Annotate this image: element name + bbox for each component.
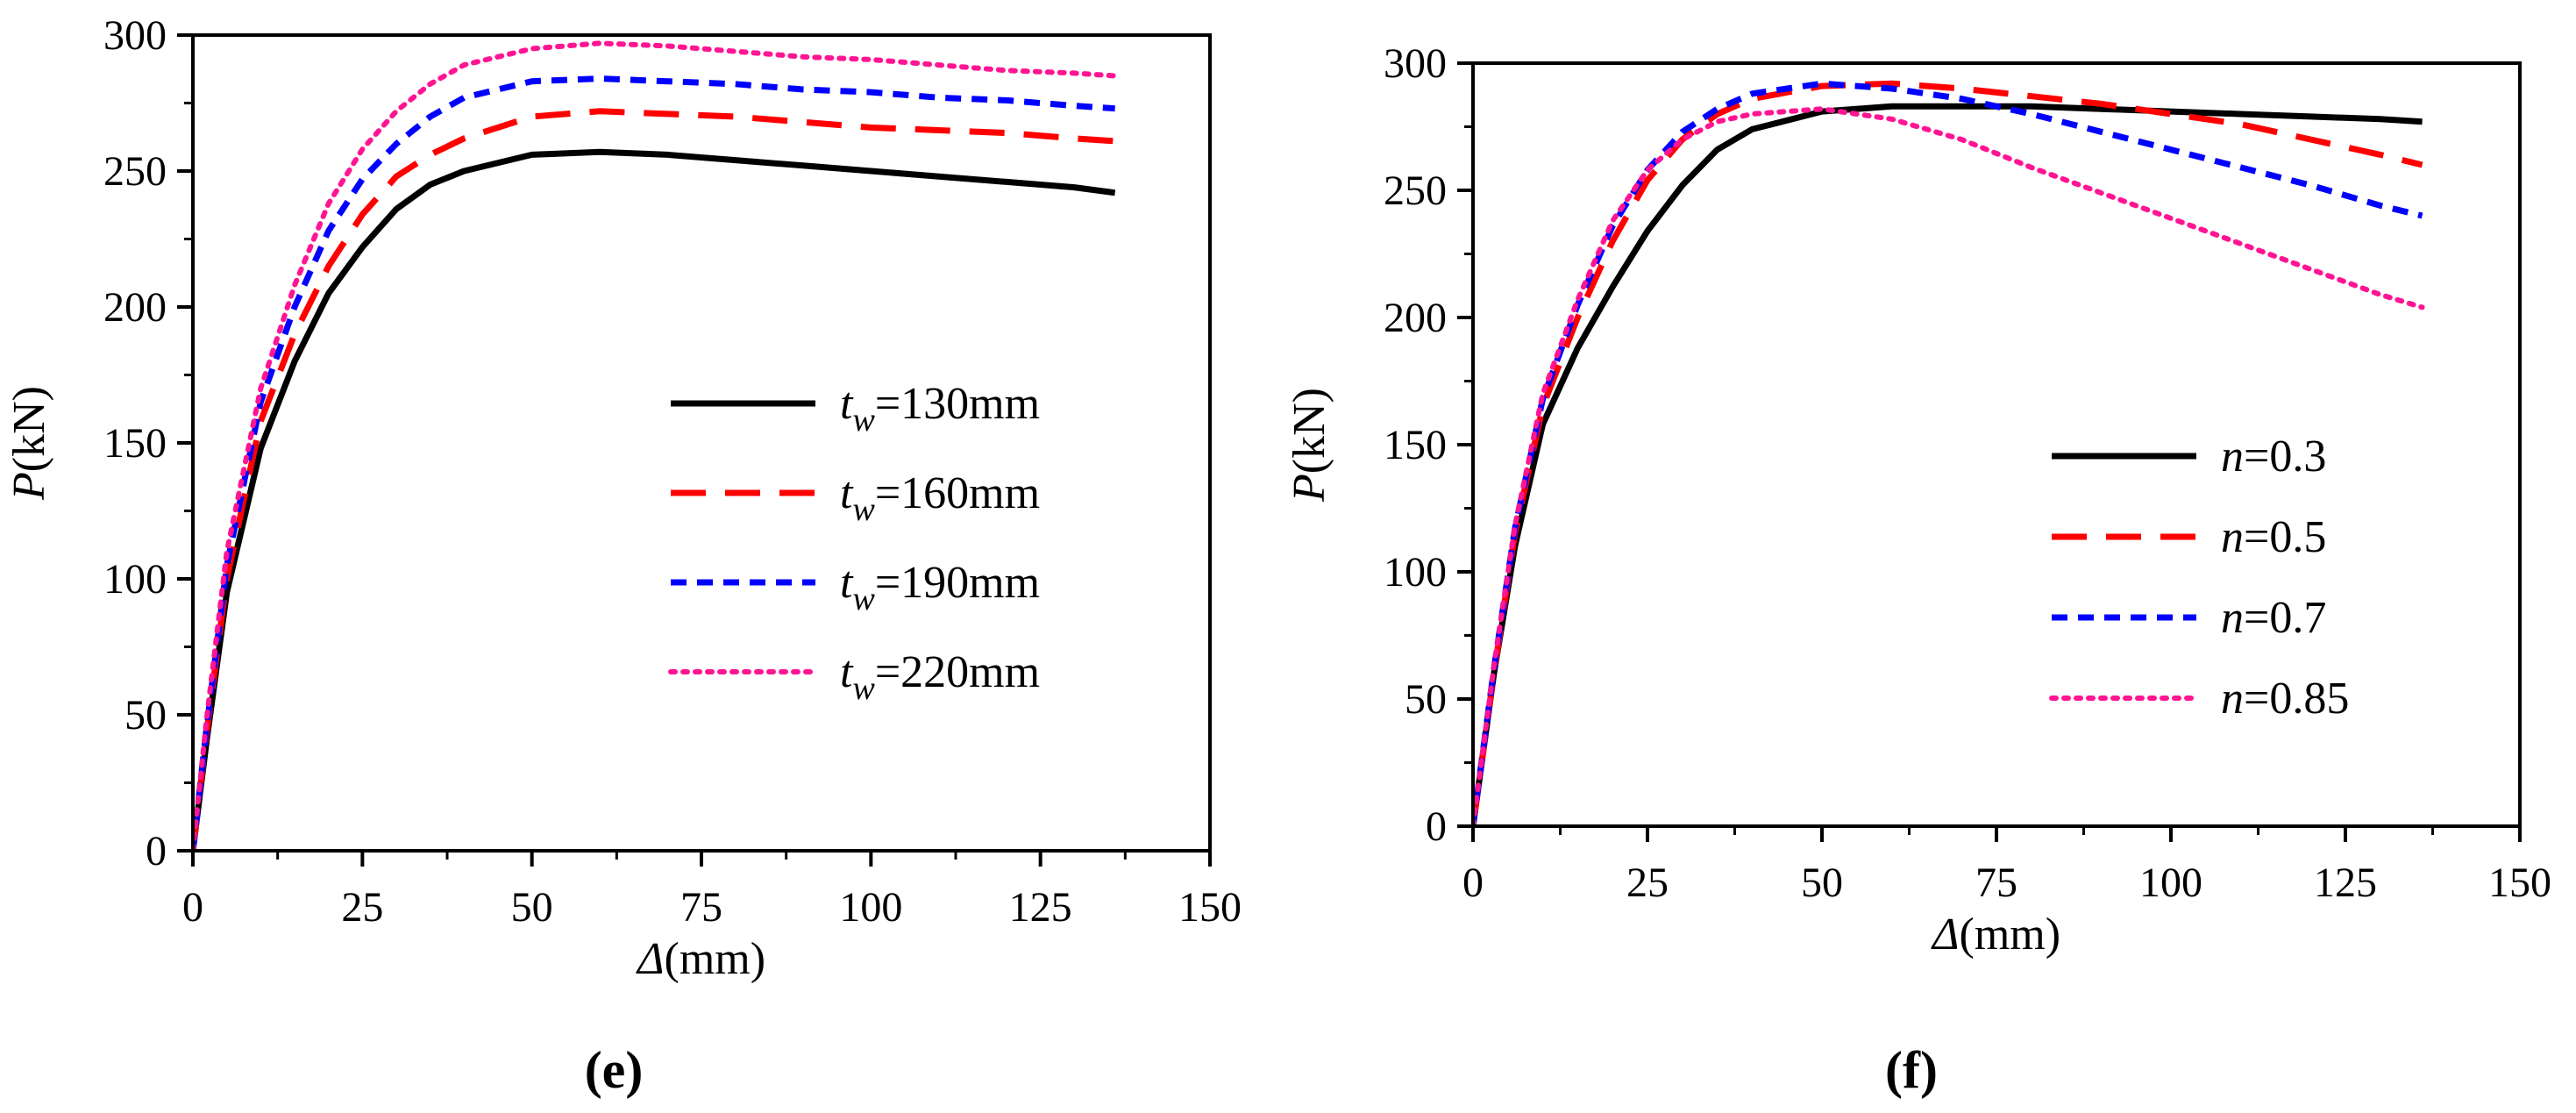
plot-frame <box>1471 61 2522 828</box>
legend-label-2: n=0.5 <box>2221 512 2326 562</box>
legend-label-1: tw=130mm <box>840 379 1040 439</box>
x-tick-label: 50 <box>1801 860 1843 906</box>
x-tick-label: 0 <box>182 884 203 931</box>
series-line-1 <box>193 148 1116 851</box>
chart-panel-e: 0 25 50 75 100 125 150 0 50 100 150 200 250 300 Δ(mm) P… <box>4 12 1242 1099</box>
y-axis-title-group: P(kN) <box>1284 388 1334 503</box>
x-tick-label: 75 <box>680 884 722 931</box>
y-tick-label: 50 <box>125 692 167 738</box>
legend-label-2: tw=160mm <box>840 468 1040 528</box>
legend-label-4: tw=220mm <box>840 647 1040 707</box>
x-tick-label: 25 <box>341 884 383 931</box>
x-axis-title: Δ(mm) <box>1931 910 2060 960</box>
y-tick-label: 0 <box>146 828 167 874</box>
chart-panel-f: 0 25 50 75 100 125 150 0 50 100 150 200 250 300 Δ(mm) P… <box>1284 40 2551 1099</box>
x-tick-label: 150 <box>1178 884 1242 931</box>
legend: tw=130mm tw=160mm tw=190mm tw=220mm <box>668 379 1040 707</box>
x-tick-label: 100 <box>839 884 902 931</box>
x-tick-label: 125 <box>1009 884 1072 931</box>
y-tick-label: 250 <box>1384 168 1447 214</box>
series-line-1 <box>1473 103 2423 826</box>
y-tick-label: 250 <box>103 148 167 195</box>
x-tick-label: 150 <box>2488 860 2551 906</box>
series-line-4 <box>1473 106 2425 826</box>
panel-label: (f) <box>1885 1041 1938 1099</box>
y-tick-label: 100 <box>1384 549 1447 596</box>
y-axis-title-group: P(kN) <box>4 386 54 501</box>
y-tick-label: 150 <box>103 420 167 467</box>
legend: n=0.3 n=0.5 n=0.7 n=0.85 <box>2049 432 2349 724</box>
x-tick-label: 0 <box>1462 860 1484 906</box>
legend-label-4: n=0.85 <box>2221 674 2349 724</box>
x-tick-label: 25 <box>1626 860 1669 906</box>
y-tick-label: 100 <box>103 556 167 603</box>
y-axis-title: P(kN) <box>1284 388 1334 503</box>
series-line-2 <box>193 108 1115 851</box>
legend-label-3: n=0.7 <box>2221 593 2326 643</box>
x-tick-label: 100 <box>2139 860 2202 906</box>
series-line-4 <box>193 40 1118 851</box>
y-tick-label: 300 <box>103 12 167 59</box>
y-tick-label: 200 <box>103 284 167 331</box>
x-tick-label: 50 <box>511 884 553 931</box>
x-axis-title: Δ(mm) <box>636 934 765 984</box>
series-line-2 <box>1473 80 2423 826</box>
y-tick-label: 50 <box>1405 676 1447 723</box>
legend-label-3: tw=190mm <box>840 558 1040 617</box>
x-tick-label: 75 <box>1975 860 2017 906</box>
legend-label-1: n=0.3 <box>2221 432 2326 482</box>
y-axis-title: P(kN) <box>4 386 54 501</box>
y-tick-label: 150 <box>1384 422 1447 468</box>
series-line-3 <box>1473 80 2423 826</box>
x-tick-label: 125 <box>2314 860 2377 906</box>
y-tick-label: 0 <box>1426 803 1447 850</box>
y-tick-label: 300 <box>1384 40 1447 87</box>
y-tick-label: 200 <box>1384 295 1447 341</box>
series-line-3 <box>193 75 1115 851</box>
panel-label: (e) <box>585 1041 644 1099</box>
